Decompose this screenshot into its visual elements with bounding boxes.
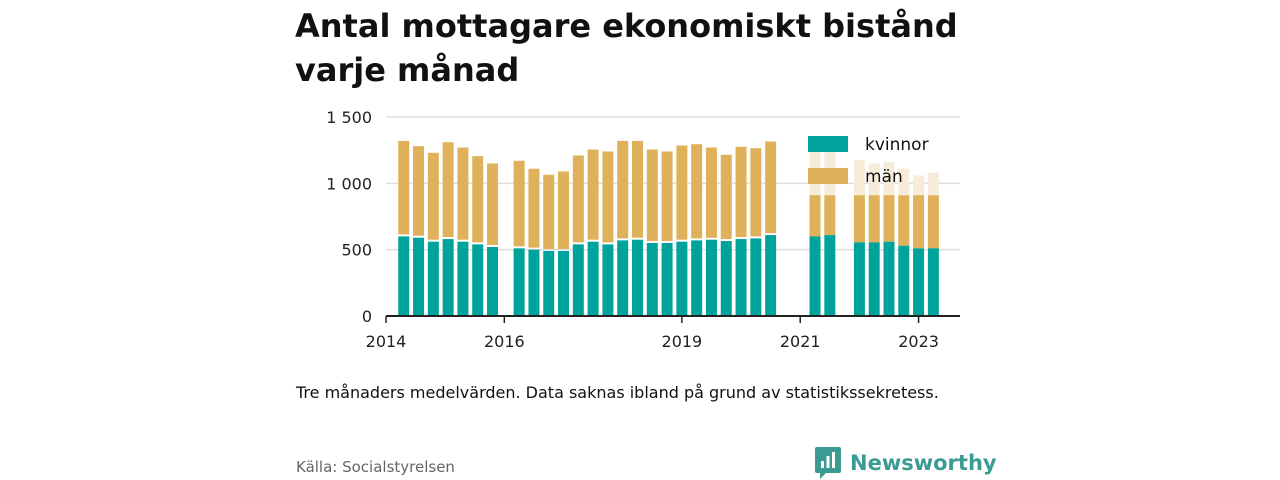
- y-tick-label: 500: [341, 241, 372, 260]
- bar-kvinnor: [691, 240, 703, 316]
- bar-man: [602, 151, 614, 243]
- bar-man: [824, 195, 836, 236]
- x-tick-label: 2021: [780, 332, 821, 351]
- bar-kvinnor: [765, 235, 777, 316]
- bar-man: [913, 195, 925, 249]
- bar-man: [487, 163, 499, 246]
- bar-man: [676, 145, 688, 240]
- bar-man: [735, 146, 747, 238]
- bar-man: [750, 148, 762, 237]
- bar-man: [691, 144, 703, 239]
- bar-kvinnor: [927, 248, 939, 316]
- bar-chart-icon: [815, 447, 841, 479]
- brand-name: Newsworthy: [850, 451, 997, 475]
- bar-man: [472, 156, 484, 243]
- bar-kvinnor: [720, 241, 732, 316]
- bar-man: [868, 195, 880, 243]
- bar-man: [705, 147, 717, 238]
- y-tick-label: 0: [362, 307, 372, 326]
- bar-kvinnor: [602, 244, 614, 316]
- bar-kvinnor: [883, 241, 895, 316]
- bar-man: [513, 160, 525, 247]
- bar-kvinnor: [543, 250, 555, 316]
- bar-kvinnor: [913, 248, 925, 316]
- chart-note: Tre månaders medelvärden. Data saknas ib…: [296, 383, 939, 402]
- bar-man: [528, 168, 540, 248]
- bar-man: [898, 195, 910, 246]
- bar-man: [927, 195, 939, 249]
- bar-kvinnor: [487, 247, 499, 316]
- legend-label-man: män: [865, 167, 903, 187]
- bar-man: [572, 155, 584, 243]
- bar-kvinnor: [587, 241, 599, 316]
- x-tick-label: 2014: [366, 332, 407, 351]
- bar-kvinnor: [735, 239, 747, 316]
- bar-man: [853, 195, 865, 243]
- source-text: Källa: Socialstyrelsen: [296, 458, 455, 476]
- legend-swatch-kvinnor: [808, 136, 848, 152]
- bar-chart: 0 500 1 000 1 500 2014 2016 2019 2021 2023 kvin…: [326, 108, 960, 351]
- bar-man: [661, 151, 673, 242]
- bar-kvinnor: [705, 239, 717, 316]
- x-tick-label: 2023: [898, 332, 939, 351]
- bar-man: [413, 146, 425, 236]
- bar-man: [457, 147, 469, 240]
- bar-man: [558, 171, 570, 249]
- bar-kvinnor: [572, 244, 584, 316]
- bar-kvinnor: [558, 250, 570, 316]
- bar-kvinnor: [661, 243, 673, 316]
- bar-man: [631, 140, 643, 238]
- bar-kvinnor: [528, 249, 540, 316]
- y-tick-label: 1 000: [326, 174, 372, 193]
- legend: kvinnor män: [808, 135, 929, 187]
- bars: [398, 140, 939, 316]
- bar-kvinnor: [824, 235, 836, 316]
- bar-man: [442, 142, 454, 238]
- bar-kvinnor: [457, 241, 469, 316]
- bar-man: [809, 195, 821, 237]
- bar-faded-total: [824, 150, 836, 236]
- bar-man: [587, 149, 599, 240]
- bar-man: [720, 154, 732, 240]
- bar-man: [765, 141, 777, 234]
- bar-man: [883, 195, 895, 242]
- bar-man: [646, 149, 658, 242]
- bar-kvinnor: [631, 239, 643, 316]
- bar-man: [427, 152, 439, 240]
- x-tick-label: 2016: [484, 332, 525, 351]
- bar-man: [617, 140, 629, 239]
- legend-label-kvinnor: kvinnor: [865, 135, 929, 155]
- y-tick-label: 1 500: [326, 108, 372, 127]
- bar-kvinnor: [513, 248, 525, 316]
- bar-kvinnor: [646, 243, 658, 316]
- x-tick-label: 2019: [662, 332, 703, 351]
- chart-title: Antal mottagare ekonomiskt bistånd varje…: [295, 7, 958, 89]
- bar-kvinnor: [868, 242, 880, 316]
- bar-kvinnor: [427, 241, 439, 316]
- x-axis: 2014 2016 2019 2021 2023: [366, 315, 960, 351]
- bar-man: [398, 140, 410, 235]
- bar-man: [543, 174, 555, 249]
- bar-faded-total: [809, 150, 821, 237]
- bar-kvinnor: [398, 236, 410, 316]
- y-axis-ticks: 0 500 1 000 1 500: [326, 108, 372, 326]
- bar-kvinnor: [809, 236, 821, 316]
- legend-swatch-man: [808, 168, 848, 184]
- bar-kvinnor: [898, 245, 910, 316]
- bar-kvinnor: [472, 244, 484, 316]
- bar-kvinnor: [676, 241, 688, 316]
- bar-kvinnor: [750, 238, 762, 316]
- bar-kvinnor: [853, 242, 865, 316]
- bar-kvinnor: [617, 240, 629, 316]
- newsworthy-logo[interactable]: Newsworthy: [814, 446, 997, 480]
- bar-kvinnor: [442, 239, 454, 316]
- bar-kvinnor: [413, 237, 425, 316]
